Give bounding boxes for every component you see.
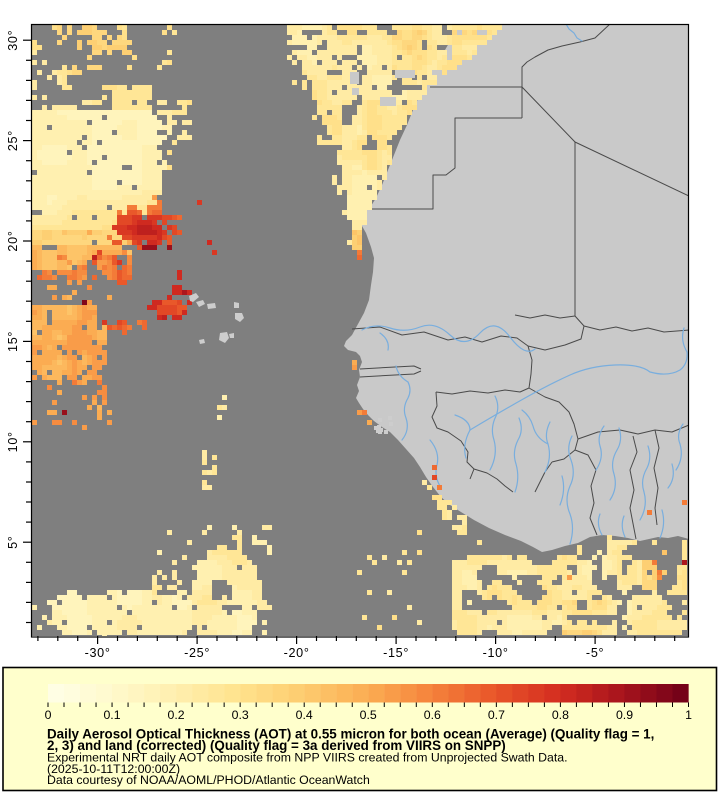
- svg-text:30°: 30°: [6, 30, 20, 51]
- svg-text:0.8: 0.8: [552, 708, 569, 722]
- svg-text:0.6: 0.6: [424, 708, 441, 722]
- svg-text:Daily Aerosol Optical Thicknes: Daily Aerosol Optical Thickness (AOT) at…: [47, 727, 654, 742]
- svg-text:-25°: -25°: [184, 646, 210, 660]
- svg-text:5°: 5°: [6, 535, 20, 548]
- svg-text:-15°: -15°: [383, 646, 409, 660]
- svg-text:-30°: -30°: [85, 646, 111, 660]
- svg-text:-10°: -10°: [483, 646, 509, 660]
- svg-text:0.1: 0.1: [103, 708, 120, 722]
- svg-text:2, 3) and land (corrected) (Qu: 2, 3) and land (corrected) (Quality flag…: [47, 738, 506, 753]
- svg-text:10°: 10°: [6, 431, 20, 452]
- svg-text:0.3: 0.3: [232, 708, 249, 722]
- svg-text:-20°: -20°: [284, 646, 310, 660]
- svg-text:0.5: 0.5: [360, 708, 377, 722]
- svg-text:-5°: -5°: [586, 646, 604, 660]
- svg-text:25°: 25°: [6, 130, 20, 151]
- svg-text:15°: 15°: [6, 331, 20, 352]
- svg-text:0.2: 0.2: [168, 708, 185, 722]
- svg-text:20°: 20°: [6, 230, 20, 251]
- svg-text:0: 0: [45, 708, 52, 722]
- svg-text:Data courtesy of NOAA/AOML/PHO: Data courtesy of NOAA/AOML/PHOD/Atlantic…: [47, 773, 370, 787]
- svg-text:(2025-10-11T12:00:00Z): (2025-10-11T12:00:00Z): [47, 762, 180, 776]
- svg-text:0.4: 0.4: [296, 708, 313, 722]
- svg-text:0.7: 0.7: [488, 708, 505, 722]
- svg-text:0.9: 0.9: [616, 708, 633, 722]
- svg-text:Experimental NRT daily AOT com: Experimental NRT daily AOT composite fro…: [47, 751, 568, 765]
- svg-text:1: 1: [685, 708, 692, 722]
